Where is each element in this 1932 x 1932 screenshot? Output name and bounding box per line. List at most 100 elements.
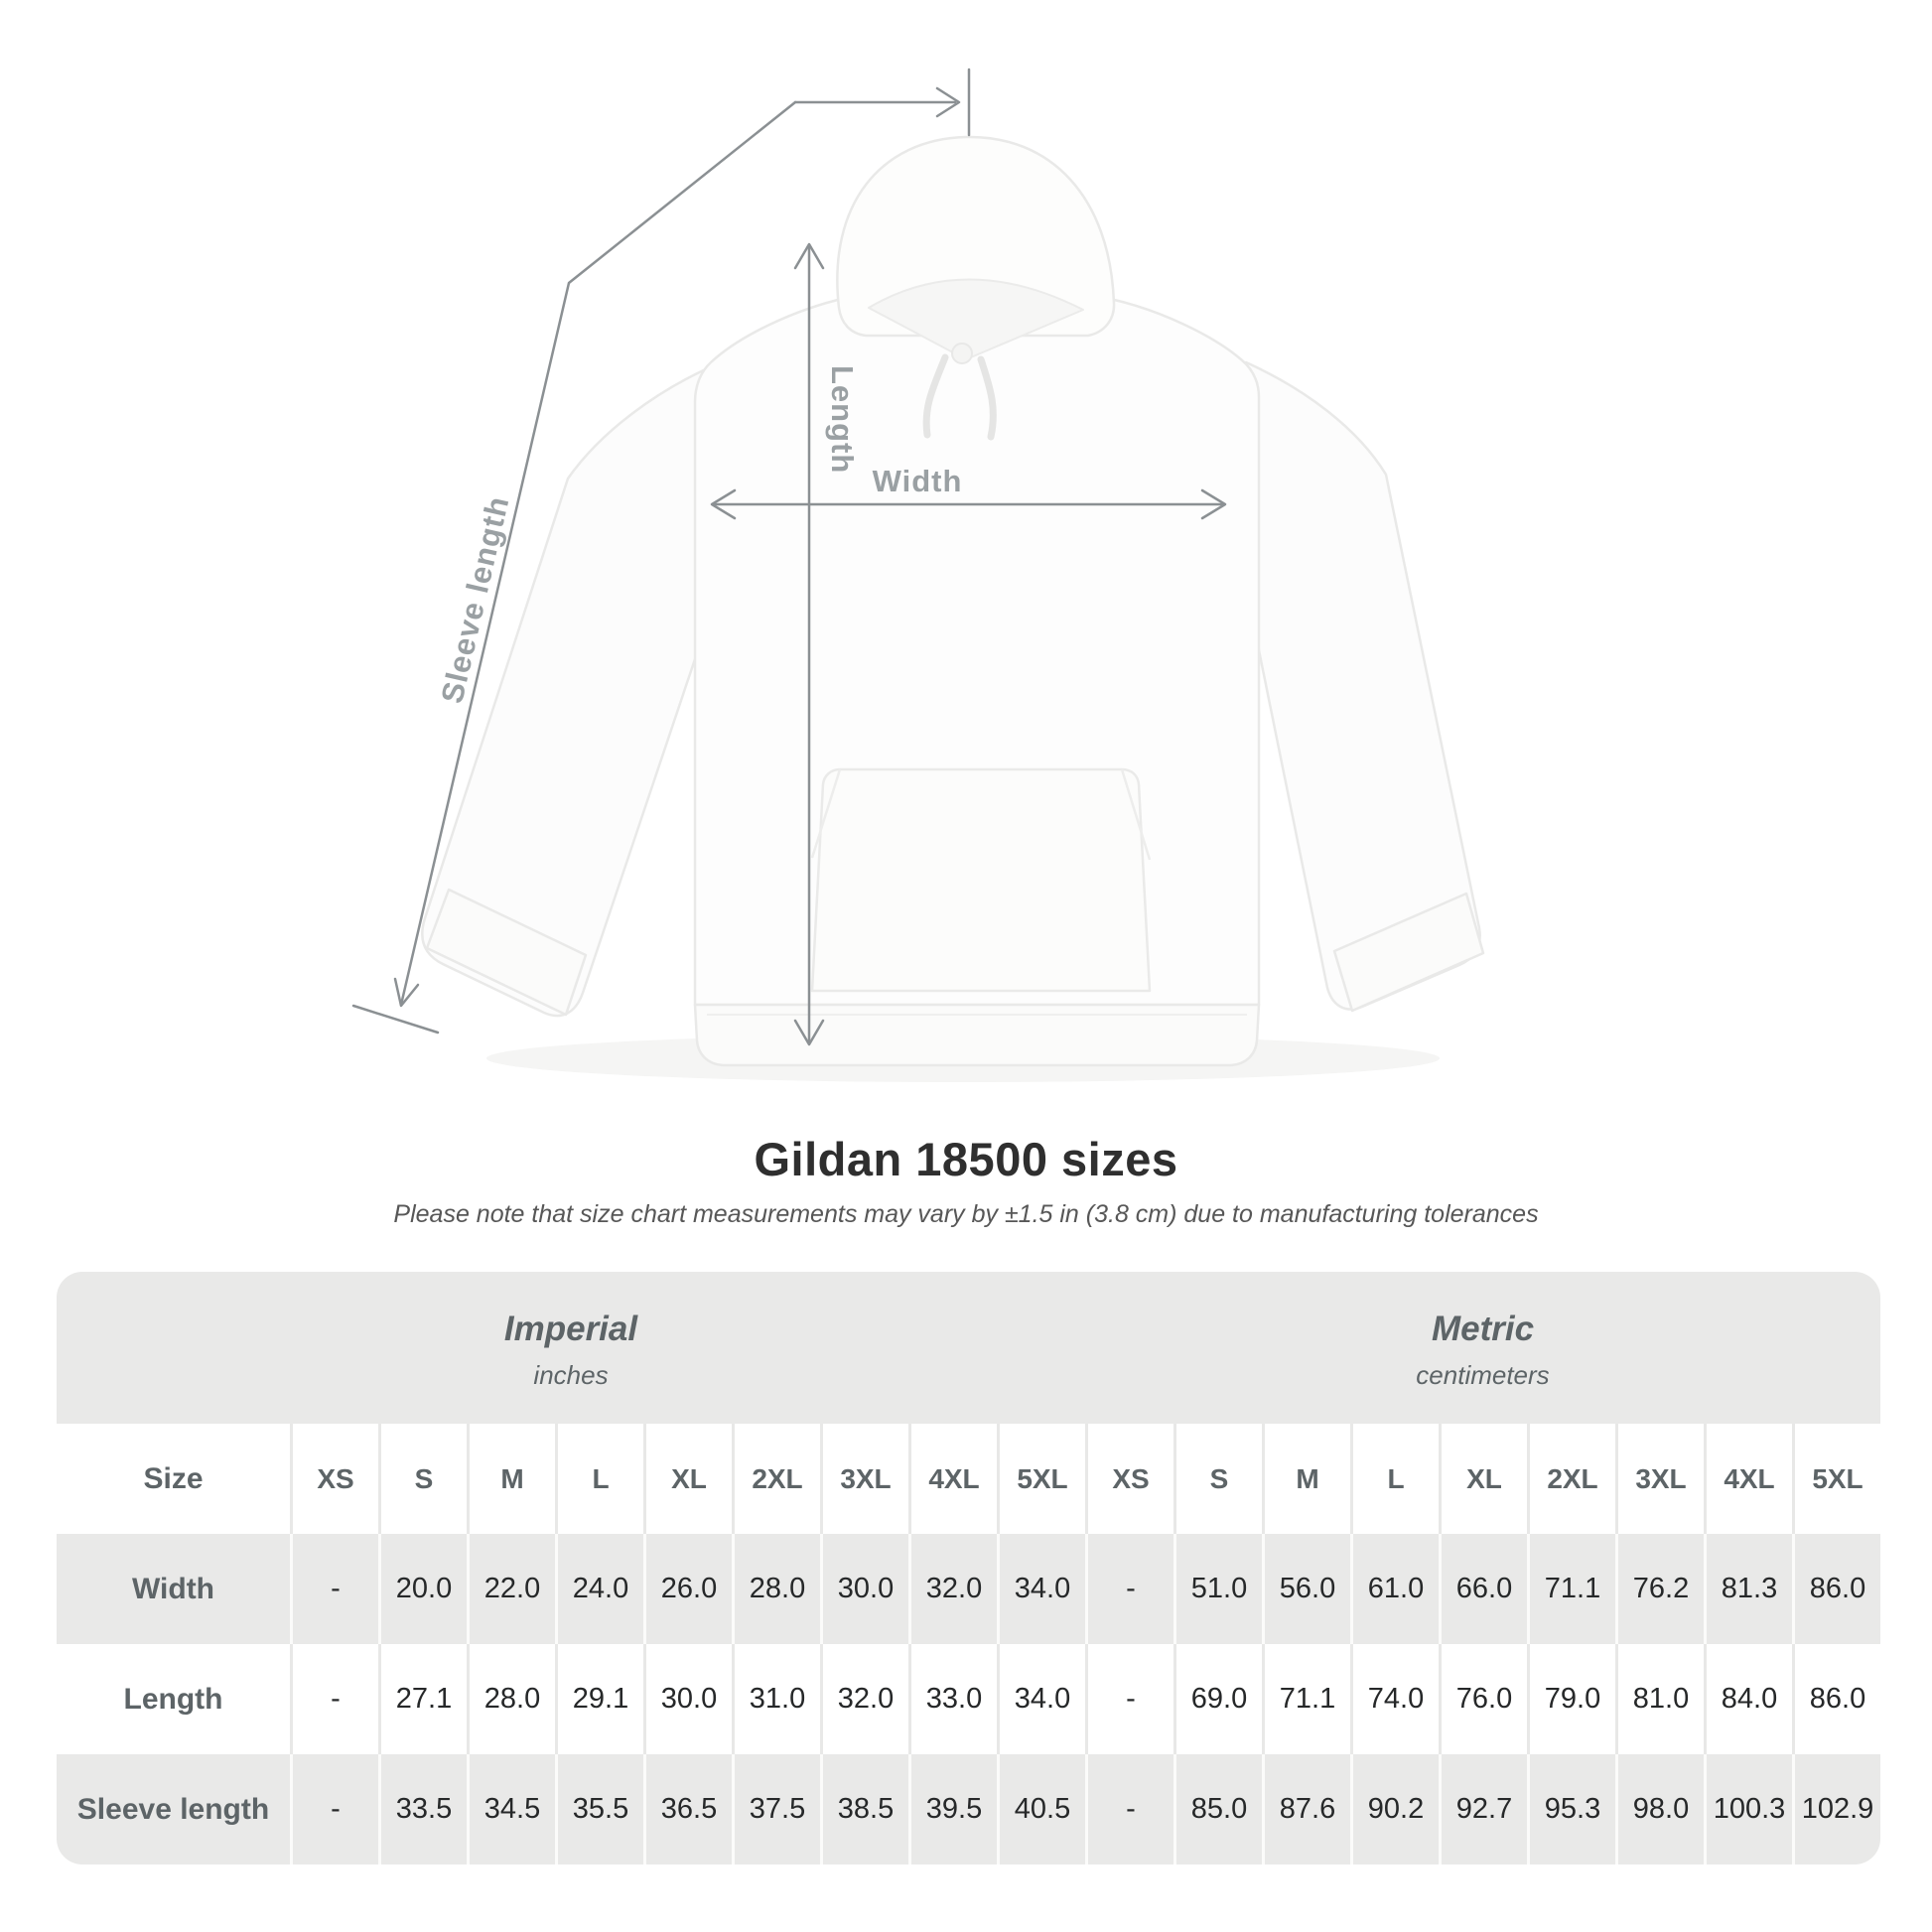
row-label-width: Width	[131, 1572, 215, 1605]
metric-header: Metric centimeters	[1085, 1272, 1880, 1424]
value-cell: 33.0	[908, 1644, 997, 1754]
value-cell: 61.0	[1350, 1534, 1439, 1644]
size-header-metric-s: S	[1173, 1424, 1262, 1534]
measurement-row-sleeve-length: Sleeve length -33.5 34.5 35.5 36.5 37.5 38.5 39…	[57, 1754, 1880, 1864]
hoodie-drawstring-knot	[951, 343, 973, 364]
value-cell: 100.3	[1704, 1754, 1792, 1864]
size-header-row: Size XS S M L XL 2XL 3XL 4XL 5XL XS S M L XL 2XL 3XL 4XL 5…	[57, 1424, 1880, 1534]
value-cell: 28.0	[732, 1534, 820, 1644]
value-cell: 66.0	[1439, 1534, 1527, 1644]
value-cell: 79.0	[1527, 1644, 1615, 1754]
imperial-header-unit: inches	[533, 1359, 609, 1390]
value-cell: 39.5	[908, 1754, 997, 1864]
value-cell: -	[290, 1754, 378, 1864]
value-cell: 22.0	[467, 1534, 555, 1644]
value-cell: 40.5	[997, 1754, 1085, 1864]
value-cell: 90.2	[1350, 1754, 1439, 1864]
value-cell: 34.5	[467, 1754, 555, 1864]
hoodie-pocket	[810, 767, 1152, 993]
value-cell: 71.1	[1527, 1534, 1615, 1644]
title-block: Gildan 18500 sizes Please note that size…	[0, 1132, 1932, 1229]
hoodie-pocket-seams	[810, 768, 1152, 861]
value-cell: 32.0	[908, 1534, 997, 1644]
size-header-metric-3xl: 3XL	[1615, 1424, 1704, 1534]
width-arrow	[710, 488, 1227, 520]
value-cell: 71.1	[1262, 1644, 1350, 1754]
hoodie-right-cuff	[1332, 892, 1485, 1013]
value-cell: 84.0	[1704, 1644, 1792, 1754]
imperial-header-title: Imperial	[503, 1309, 638, 1348]
row-label-length: Length	[123, 1682, 223, 1716]
size-header-imperial-2xl: 2XL	[732, 1424, 820, 1534]
size-header-imperial-4xl: 4XL	[908, 1424, 997, 1534]
sleeve-length-arrow	[351, 68, 971, 1035]
size-chart-table: Imperial inches Metric centimeters Size X…	[57, 1272, 1880, 1864]
value-cell: 56.0	[1262, 1534, 1350, 1644]
size-header-metric-2xl: 2XL	[1527, 1424, 1615, 1534]
value-cell: 38.5	[820, 1754, 908, 1864]
size-header-imperial-xl: XL	[643, 1424, 732, 1534]
value-cell: 35.5	[555, 1754, 643, 1864]
value-cell: 74.0	[1350, 1644, 1439, 1754]
unit-header-row: Imperial inches Metric centimeters	[57, 1272, 1880, 1424]
hoodie-left-sleeve	[421, 365, 712, 1018]
value-cell: 28.0	[467, 1644, 555, 1754]
hoodie-hood	[836, 135, 1116, 338]
size-header-metric-l: L	[1350, 1424, 1439, 1534]
value-cell: 24.0	[555, 1534, 643, 1644]
size-diagram: Length Width Sleeve length	[351, 68, 1485, 1082]
dimension-arrows	[351, 68, 1227, 1046]
size-header-imperial-m: M	[467, 1424, 555, 1534]
size-header-imperial-l: L	[555, 1424, 643, 1534]
value-cell: 92.7	[1439, 1754, 1527, 1864]
value-cell: 29.1	[555, 1644, 643, 1754]
value-cell: 95.3	[1527, 1754, 1615, 1864]
value-cell: 36.5	[643, 1754, 732, 1864]
value-cell: 27.1	[378, 1644, 467, 1754]
measurement-row-width: Width -20.0 22.0 24.0 26.0 28.0 30.0 32.0 34.0-5…	[57, 1534, 1880, 1644]
value-cell: 33.5	[378, 1754, 467, 1864]
value-cell: 51.0	[1173, 1534, 1262, 1644]
page-title: Gildan 18500 sizes	[754, 1133, 1178, 1185]
value-cell: 86.0	[1792, 1534, 1880, 1644]
value-cell: 20.0	[378, 1534, 467, 1644]
value-cell: 34.0	[997, 1644, 1085, 1754]
size-column-label: Size	[143, 1461, 204, 1495]
value-cell: 37.5	[732, 1754, 820, 1864]
value-cell: 69.0	[1173, 1644, 1262, 1754]
value-cell: -	[290, 1644, 378, 1754]
hoodie-drawstrings	[922, 353, 997, 441]
hoodie-left-cuff	[425, 888, 588, 1017]
value-cell: 31.0	[732, 1644, 820, 1754]
value-cell: 32.0	[820, 1644, 908, 1754]
imperial-header: Imperial inches	[57, 1272, 1085, 1424]
value-cell: 81.3	[1704, 1534, 1792, 1644]
width-dimension-label: Width	[872, 464, 963, 498]
length-arrow	[793, 242, 825, 1046]
size-header-imperial-s: S	[378, 1424, 467, 1534]
value-cell: 87.6	[1262, 1754, 1350, 1864]
value-cell: 76.2	[1615, 1534, 1704, 1644]
value-cell: -	[290, 1534, 378, 1644]
value-cell: -	[1085, 1754, 1173, 1864]
value-cell: -	[1085, 1644, 1173, 1754]
size-header-imperial-xs: XS	[290, 1424, 378, 1534]
value-cell: 98.0	[1615, 1754, 1704, 1864]
value-cell: 86.0	[1792, 1644, 1880, 1754]
metric-header-unit: centimeters	[1416, 1359, 1550, 1390]
value-cell: 85.0	[1173, 1754, 1262, 1864]
metric-header-title: Metric	[1431, 1309, 1535, 1348]
hoodie-illustration	[421, 135, 1485, 1082]
row-label-sleeve-length: Sleeve length	[76, 1792, 270, 1826]
value-cell: 26.0	[643, 1534, 732, 1644]
size-header-metric-xl: XL	[1439, 1424, 1527, 1534]
length-dimension-label: Length	[825, 365, 860, 475]
value-cell: -	[1085, 1534, 1173, 1644]
size-header-imperial-3xl: 3XL	[820, 1424, 908, 1534]
size-header-imperial-5xl: 5XL	[997, 1424, 1085, 1534]
value-cell: 30.0	[820, 1534, 908, 1644]
value-cell: 81.0	[1615, 1644, 1704, 1754]
hoodie-hem	[693, 1003, 1261, 1067]
size-header-metric-5xl: 5XL	[1792, 1424, 1880, 1534]
value-cell: 102.9	[1792, 1754, 1880, 1864]
